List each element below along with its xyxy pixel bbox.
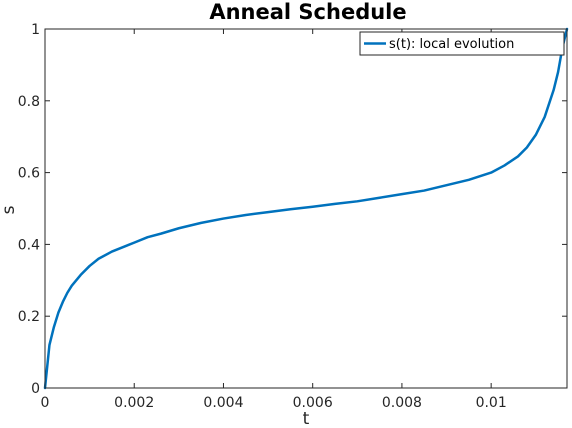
x-axis-label: t (303, 409, 310, 428)
x-tick-label: 0.01 (476, 395, 507, 411)
y-tick-label: 0.4 (18, 237, 40, 253)
y-tick-label: 1 (31, 22, 40, 38)
y-tick-label: 0 (31, 381, 40, 397)
chart-title: Anneal Schedule (209, 0, 406, 24)
plot-frame (44, 28, 568, 389)
y-axis-label: s (0, 205, 19, 214)
legend: s(t): local evolution (359, 31, 565, 56)
series-line-local-evolution (43, 27, 569, 390)
legend-box (359, 31, 565, 56)
legend-label: s(t): local evolution (389, 37, 514, 52)
x-tick-label: 0.006 (293, 395, 333, 411)
y-tick-label: 0.8 (18, 94, 40, 110)
y-tick-label: 0.6 (18, 166, 40, 182)
x-tick-label: 0 (41, 395, 50, 411)
y-tick-label: 0.2 (18, 309, 40, 325)
x-tick-label: 0.002 (114, 395, 154, 411)
x-tick-label: 0.008 (382, 395, 422, 411)
x-tick-label: 0.004 (203, 395, 243, 411)
